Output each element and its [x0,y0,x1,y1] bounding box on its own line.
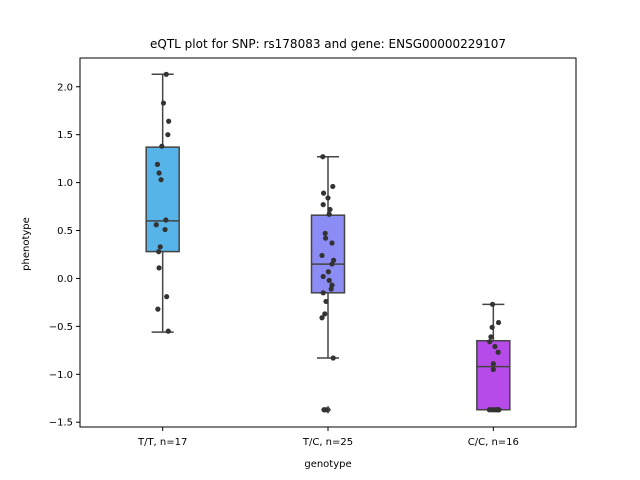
data-point [326,277,332,283]
y-axis-title: phenotype [21,217,32,271]
data-point [322,311,328,317]
data-point [164,294,170,300]
data-point [325,269,331,275]
data-point [329,261,335,267]
data-point [487,339,493,345]
x-tick-label: T/T, n=17 [137,437,187,448]
data-point [322,230,328,236]
y-tick-label: 1.5 [57,130,73,141]
data-point [328,286,334,292]
data-point [153,222,159,228]
data-point [326,211,332,217]
data-point [320,273,326,280]
data-point [156,265,162,271]
genotype-group-1 [145,71,180,334]
data-point [492,343,498,350]
data-point [160,100,167,106]
data-point [163,217,169,223]
data-point [156,170,162,176]
genotype-group-3 [476,301,511,413]
data-point [320,290,326,296]
data-point [330,355,336,361]
data-point [162,226,168,233]
iqr-box [145,146,180,253]
data-point [319,315,325,321]
data-point [330,183,336,190]
data-point [323,298,329,305]
data-point [321,190,327,196]
data-point [155,306,161,312]
data-point [488,334,494,340]
y-tick-label: 0.0 [57,274,73,285]
x-tick-label: T/C, n=25 [302,437,353,448]
data-point [159,143,165,149]
data-point [323,407,329,413]
data-point [495,349,501,355]
data-point [165,328,171,334]
data-point [490,361,496,367]
data-point [163,71,169,77]
data-point [154,161,161,167]
iqr-box [476,339,511,411]
data-point [319,252,325,259]
y-tick-label: 2.0 [57,82,73,93]
y-tick-label: 0.5 [57,226,73,237]
axes: −1.5 −1.0 −0.5 0.0 0.5 1.0 1.5 2.0 T/T, n=17 T/C,… [49,57,577,448]
data-point [158,177,164,183]
x-tick-label: C/C, n=16 [468,437,519,448]
plot-area [145,71,511,414]
data-point [325,195,331,201]
data-point [166,118,172,124]
genotype-group-2 [310,154,346,414]
chart-title: eQTL plot for SNP: rs178083 and gene: EN… [150,37,506,51]
y-tick-label: 1.0 [57,178,73,189]
data-point [496,407,502,413]
data-point [157,244,163,250]
data-point [320,202,326,208]
data-point [490,366,496,373]
data-point [495,319,502,326]
data-point [489,301,496,307]
data-point [329,240,335,246]
data-point [165,132,171,138]
y-tick-label: −0.5 [49,322,73,333]
data-point [156,249,162,255]
data-point [489,324,495,330]
x-axis-title: genotype [304,459,351,470]
data-point [327,206,333,213]
data-point [323,235,329,241]
y-tick-label: −1.5 [49,418,73,429]
y-tick-label: −1.0 [49,370,73,381]
data-point [320,154,326,160]
